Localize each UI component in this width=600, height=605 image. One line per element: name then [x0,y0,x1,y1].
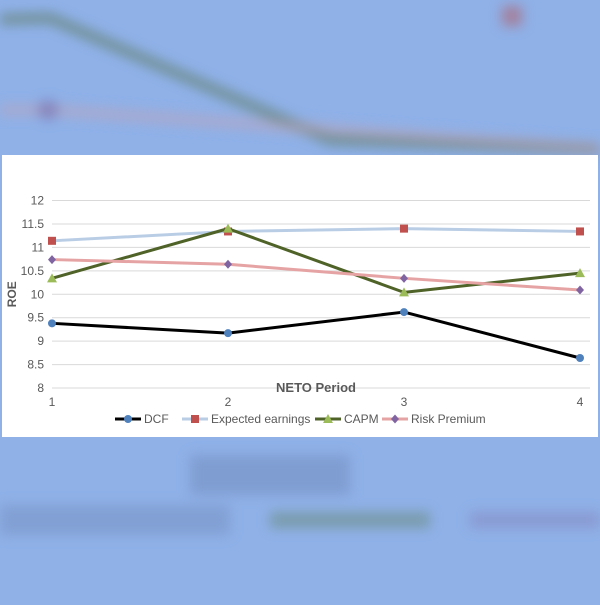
data-point-dcf [400,308,408,317]
y-tick-label: 10 [31,287,45,301]
series-line-dcf [51,310,581,360]
data-point-capm [575,268,585,278]
legend-marker [323,414,333,423]
data-point-capm [47,273,57,283]
data-point-dcf [224,329,232,338]
legend-marker [124,415,132,423]
data-point-expected-earnings [576,227,584,236]
y-tick-label: 8.5 [27,358,44,372]
x-tick-label: 1 [49,395,56,409]
series-line-expected-earnings [51,227,581,243]
legend-label: Risk Premium [411,412,486,426]
x-tick-label: 3 [401,395,408,409]
data-point-expected-earnings [48,236,56,245]
data-point-risk-premium [400,273,408,283]
y-tick-label: 11.5 [22,217,45,231]
legend-label: Expected earnings [211,412,310,426]
legend-item-expected-earnings: Expected earnings [182,412,310,426]
series-line-risk-premium [51,258,581,292]
y-tick-label: 12 [31,194,45,208]
data-point-dcf [576,354,584,362]
legend-marker [391,414,399,424]
y-tick-label: 9.5 [27,311,44,325]
y-tick-label: 11 [32,240,45,254]
chart-panel: 8 8.5 9 9.5 10 10.5 11 11.5 12 1 2 3 4 ROE NETO Period… [2,155,598,437]
y-tick-label: 8 [37,381,44,395]
legend-label: CAPM [344,412,379,426]
data-point-capm [223,223,233,233]
legend-item-dcf: DCF [115,412,169,426]
data-point-risk-premium [48,255,56,265]
series-dcf [48,308,584,362]
legend-item-capm: CAPM [315,412,379,426]
legend-item-risk-premium: Risk Premium [382,412,486,426]
x-tick-label: 4 [577,395,584,409]
series-expected-earnings [48,224,584,245]
data-point-risk-premium [224,259,232,269]
data-point-capm [399,287,409,297]
x-tick-label: 2 [225,395,232,409]
y-tick-label: 9 [37,334,44,348]
y-axis-title: ROE [5,281,19,307]
series-risk-premium [48,255,584,295]
data-point-dcf [48,319,56,328]
legend-marker [191,415,199,423]
data-point-risk-premium [576,285,584,295]
x-axis-title: NETO Period [276,380,356,395]
legend-label: DCF [144,412,169,426]
data-point-expected-earnings [400,224,408,233]
y-tick-label: 10.5 [21,264,45,278]
